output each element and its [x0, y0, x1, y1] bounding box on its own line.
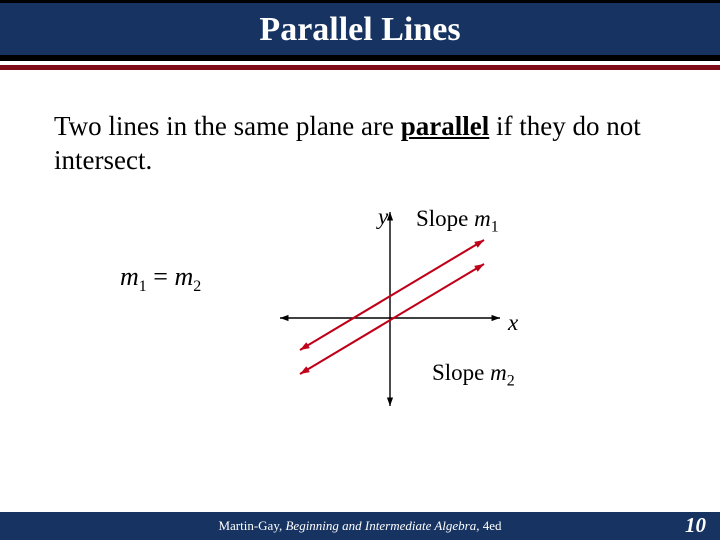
- footer-book: Beginning and Intermediate Algebra,: [285, 518, 482, 533]
- graph-svg: [270, 198, 530, 408]
- page-number: 10: [685, 513, 706, 538]
- footer-author: Martin-Gay,: [218, 518, 285, 533]
- slope-equality: m1 = m2: [120, 262, 201, 296]
- header: Parallel Lines: [0, 0, 720, 70]
- slide-title: Parallel Lines: [0, 11, 720, 49]
- footer-edition: 4ed: [483, 518, 502, 533]
- parallel-word: parallel: [401, 111, 490, 141]
- definition-pre: Two lines in the same plane are: [54, 111, 401, 141]
- divider-red: [0, 65, 720, 70]
- footer: Martin-Gay, Beginning and Intermediate A…: [0, 512, 720, 540]
- title-band: Parallel Lines: [0, 3, 720, 55]
- diagram-area: m1 = m2 y x Slope m1 Slope m2: [0, 198, 720, 438]
- footer-citation: Martin-Gay, Beginning and Intermediate A…: [0, 518, 720, 534]
- body-text: Two lines in the same plane are parallel…: [0, 70, 720, 178]
